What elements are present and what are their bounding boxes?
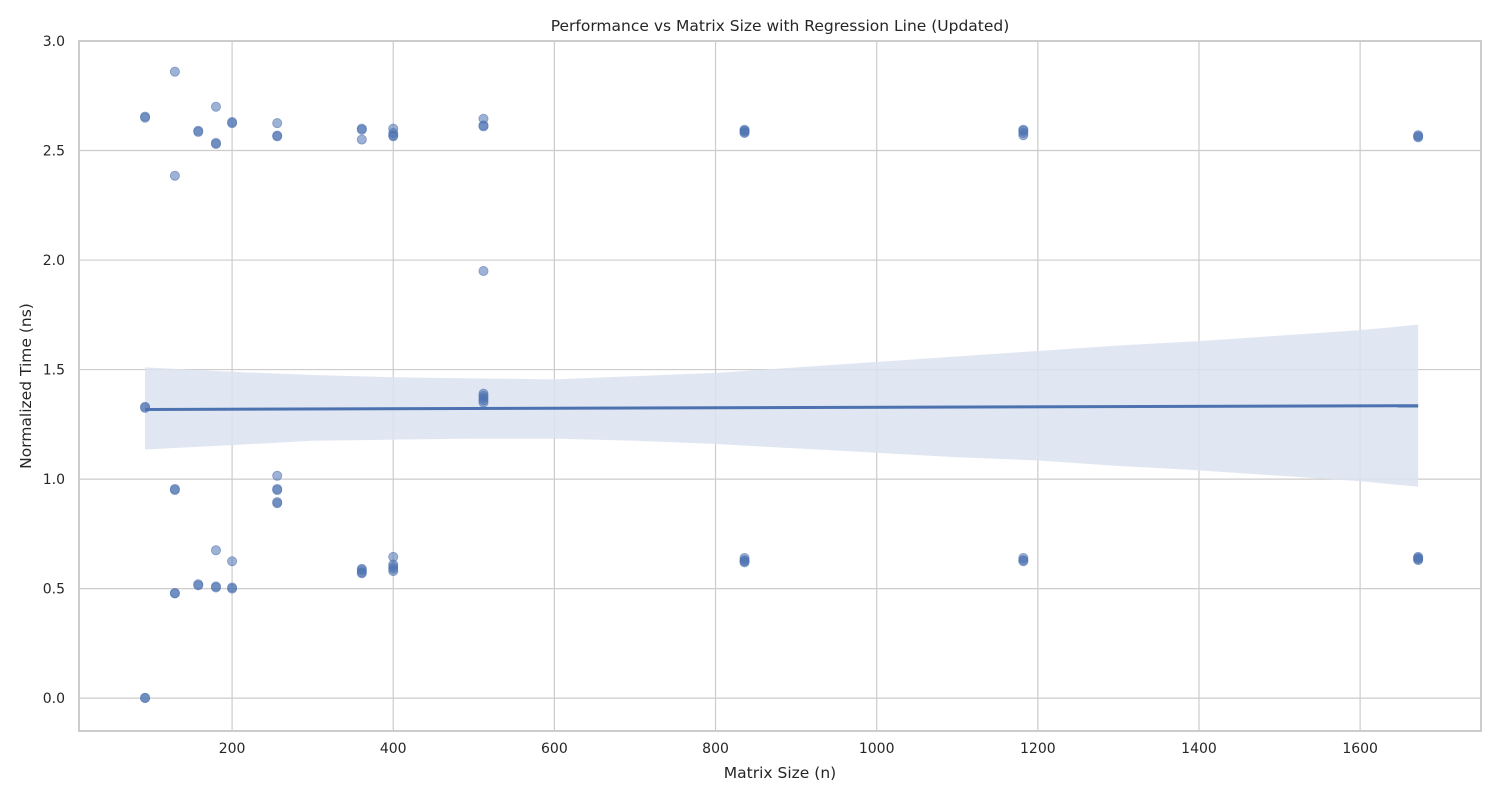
data-point bbox=[210, 545, 221, 556]
x-tick-label: 1000 bbox=[859, 741, 895, 757]
y-tick-label: 2.0 bbox=[43, 253, 65, 269]
y-tick-labels: 0.0 0.5 1.0 1.5 2.0 2.5 3.0 bbox=[43, 34, 65, 707]
data-point bbox=[193, 126, 204, 137]
data-point bbox=[227, 118, 238, 129]
data-point bbox=[272, 131, 283, 142]
data-point bbox=[169, 485, 180, 496]
data-point bbox=[356, 134, 367, 145]
data-point bbox=[140, 402, 151, 413]
data-point bbox=[169, 66, 180, 77]
data-point bbox=[1413, 555, 1424, 566]
y-tick-label: 3.0 bbox=[43, 34, 65, 50]
data-point bbox=[210, 582, 221, 593]
data-points bbox=[140, 66, 1424, 704]
data-point bbox=[478, 265, 489, 276]
data-point bbox=[272, 485, 283, 496]
x-tick-labels: 200 400 600 800 1000 1200 1400 1600 bbox=[219, 741, 1378, 757]
data-point bbox=[140, 112, 151, 123]
regression-line-path bbox=[145, 404, 1419, 411]
data-point bbox=[193, 580, 204, 591]
y-axis-label: Normalized Time (ns) bbox=[17, 303, 35, 469]
data-point bbox=[356, 124, 367, 135]
y-tick-label: 0.0 bbox=[43, 691, 65, 707]
data-point bbox=[272, 118, 283, 129]
data-point bbox=[1413, 132, 1424, 143]
x-tick-label: 800 bbox=[702, 741, 729, 757]
data-point bbox=[210, 101, 221, 112]
x-tick-label: 1400 bbox=[1181, 741, 1217, 757]
data-point bbox=[1018, 556, 1029, 567]
y-tick-label: 0.5 bbox=[43, 582, 65, 598]
data-point bbox=[388, 566, 399, 577]
data-point bbox=[739, 127, 750, 138]
x-tick-label: 600 bbox=[541, 741, 568, 757]
data-point bbox=[272, 498, 283, 509]
y-tick-label: 1.5 bbox=[43, 363, 65, 379]
data-point bbox=[1018, 130, 1029, 141]
data-point bbox=[388, 131, 399, 142]
y-tick-label: 2.5 bbox=[43, 144, 65, 160]
regression-line bbox=[145, 404, 1419, 411]
x-tick-label: 1200 bbox=[1020, 741, 1056, 757]
data-point bbox=[227, 556, 238, 567]
data-point bbox=[169, 170, 180, 181]
data-point bbox=[272, 470, 283, 481]
data-point bbox=[739, 557, 750, 568]
x-tick-label: 400 bbox=[380, 741, 407, 757]
confidence-band-area bbox=[145, 324, 1419, 487]
confidence-band bbox=[145, 324, 1419, 487]
data-point bbox=[210, 138, 221, 149]
y-tick-label: 1.0 bbox=[43, 472, 65, 488]
data-point bbox=[227, 583, 238, 594]
plot-frame bbox=[78, 40, 1482, 732]
x-tick-label: 1600 bbox=[1342, 741, 1378, 757]
data-point bbox=[478, 397, 489, 408]
data-point bbox=[478, 121, 489, 132]
x-tick-label: 200 bbox=[219, 741, 246, 757]
x-axis-label: Matrix Size (n) bbox=[724, 764, 836, 782]
data-point bbox=[169, 588, 180, 599]
chart-title: Performance vs Matrix Size with Regressi… bbox=[551, 17, 1010, 35]
data-point bbox=[356, 568, 367, 579]
data-point bbox=[140, 692, 151, 703]
